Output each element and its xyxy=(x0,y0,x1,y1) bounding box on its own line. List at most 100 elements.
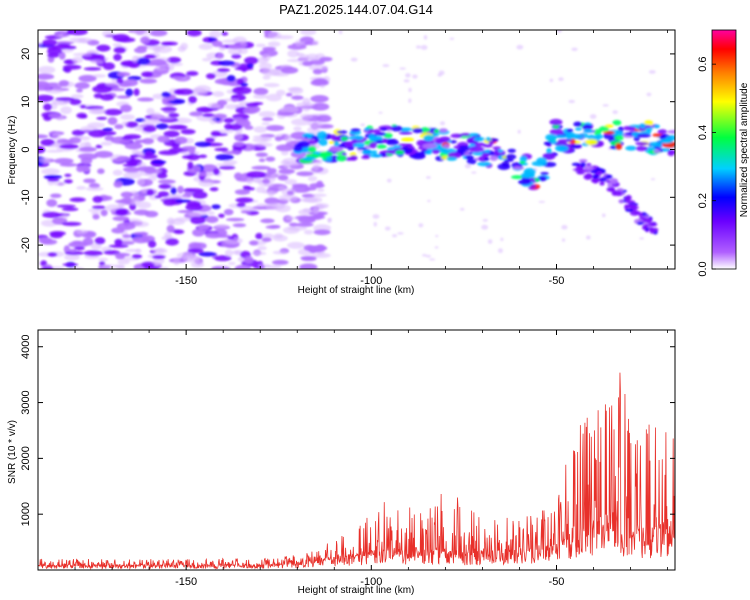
spectrogram-blob xyxy=(100,209,108,217)
x-tick-label: -50 xyxy=(549,576,565,588)
spectrogram-blob xyxy=(667,149,675,157)
spectrogram-blob xyxy=(87,122,106,129)
spectrogram-blob xyxy=(44,88,64,94)
spectrogram-blob xyxy=(422,143,438,149)
spectrogram-blob xyxy=(561,238,566,242)
spectrogram-blob xyxy=(288,222,299,227)
spectrogram-blob xyxy=(68,30,88,36)
spectrogram-blob xyxy=(316,114,332,123)
spectrogram-blob xyxy=(287,44,307,50)
spectrogram-blob xyxy=(636,221,645,225)
spectrogram-blob xyxy=(299,263,318,269)
spectrogram-blob xyxy=(94,150,114,158)
spectrogram-blob xyxy=(468,133,479,137)
spectrogram-blob xyxy=(516,44,524,50)
spectrogram-blob xyxy=(176,252,194,259)
spectrogram-blob xyxy=(69,248,77,253)
spectrogram-blob xyxy=(425,254,432,258)
spectrogram-blob xyxy=(70,94,84,99)
spectrogram-blob xyxy=(252,94,268,99)
spectrogram-blob xyxy=(38,73,55,80)
spectrogram-blob xyxy=(285,92,293,97)
spectrogram-blob xyxy=(234,132,243,141)
spectrogram-blob xyxy=(162,198,177,206)
spectrogram-blob xyxy=(223,208,234,216)
spectrogram-blob xyxy=(174,136,188,145)
spectrogram-blob xyxy=(304,187,317,191)
spectrogram-blob xyxy=(243,106,258,114)
colorbar-tick-label: 0.0 xyxy=(697,261,709,276)
x-tick-label: -100 xyxy=(360,576,382,588)
spectrogram-blob xyxy=(257,263,271,268)
spectrogram-blob xyxy=(302,60,314,67)
spectrogram-blob xyxy=(635,141,649,146)
spectrogram-blob xyxy=(538,200,546,203)
spectrogram-blob xyxy=(38,94,54,102)
spectrogram-blob xyxy=(54,157,74,164)
spectrogram-blob xyxy=(482,219,488,222)
spectrogram-blob xyxy=(71,56,84,64)
spectrogram-blob xyxy=(255,232,263,240)
spectrogram-blob xyxy=(488,140,494,145)
spectrogram-blob xyxy=(446,156,458,161)
spectrogram-blob xyxy=(190,216,206,225)
spectrogram-blob xyxy=(78,146,97,152)
spectrogram-blob xyxy=(279,106,299,113)
spectrogram-blob xyxy=(251,251,267,256)
spectrogram-blob xyxy=(401,137,415,142)
spectrogram-blob xyxy=(293,126,302,132)
spectrogram-blob xyxy=(540,171,549,176)
spectrogram-blob xyxy=(281,150,289,156)
spectrogram-blob xyxy=(160,107,177,111)
spectrogram-blob xyxy=(58,80,70,87)
spectrogram-blob xyxy=(618,199,624,204)
spectrogram-blob xyxy=(205,73,216,80)
spectrogram-blob xyxy=(137,45,148,50)
spectrogram-blob xyxy=(262,75,271,80)
spectrogram-blob xyxy=(104,108,123,116)
spectrogram-blob xyxy=(102,127,114,132)
spectrogram-blob xyxy=(265,202,286,210)
spectrogram-heat-layer xyxy=(38,30,675,269)
spectrogram-blob xyxy=(43,174,63,179)
spectrogram-blob xyxy=(468,145,484,153)
spectrogram-blob xyxy=(598,126,610,132)
spectrogram-blob xyxy=(64,250,85,256)
spectrogram-blob xyxy=(91,205,106,210)
spectrogram-blob xyxy=(71,240,83,245)
spectrogram-blob xyxy=(117,259,130,265)
spectrogram-blob xyxy=(173,229,185,235)
spectrogram-blob xyxy=(244,255,254,264)
spectrogram-blob xyxy=(69,197,86,203)
spectrogram-blob xyxy=(261,117,274,122)
spectrogram-blob xyxy=(295,222,314,227)
spectrogram-blob xyxy=(408,87,412,93)
spectrogram-blob xyxy=(399,67,406,70)
spectrogram-blob xyxy=(261,68,281,77)
spectrogram-blob xyxy=(592,177,598,184)
spectrogram-blob xyxy=(427,199,431,203)
spectrogram-blob xyxy=(546,147,552,155)
spectrogram-blob xyxy=(133,221,149,228)
spectrogram-blob xyxy=(351,139,358,144)
spectrogram-blob xyxy=(570,144,582,149)
spectrogram-blob xyxy=(231,250,240,255)
spectrogram-blob xyxy=(165,238,179,246)
spectrogram-blob xyxy=(536,157,547,164)
spectrogram-blob xyxy=(116,222,136,230)
spectrogram-blob xyxy=(218,165,236,170)
spectrogram-blob xyxy=(186,153,200,161)
spectrogram-blob xyxy=(307,175,318,182)
spectrogram-blob xyxy=(68,137,82,144)
spectrogram-blob xyxy=(249,240,259,246)
spectrogram-blob xyxy=(60,106,73,115)
spectrogram-blob xyxy=(202,113,216,118)
spectrogram-blob xyxy=(423,134,435,142)
spectrogram-blob xyxy=(426,176,431,179)
spectrogram-blob xyxy=(121,136,133,140)
spectrogram-blob xyxy=(300,30,317,36)
spectrogram-blob xyxy=(102,62,115,70)
spectrogram-blob xyxy=(198,43,213,50)
spectrogram-blob xyxy=(79,104,87,109)
spectrogram-blob xyxy=(272,250,288,255)
